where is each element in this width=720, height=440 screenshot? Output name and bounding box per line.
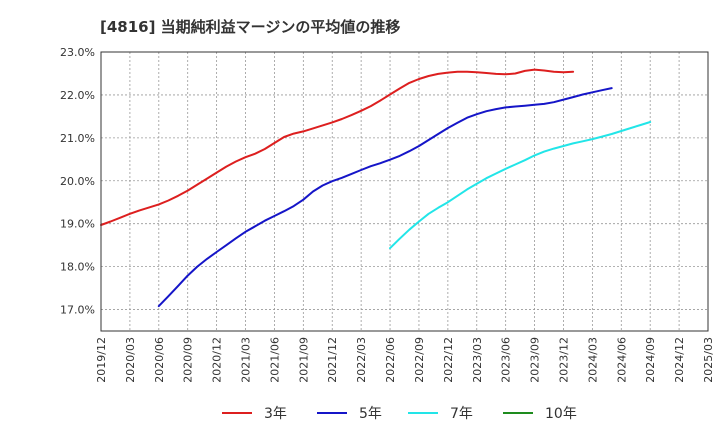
y-axis: 17.0% 18.0% 19.0% 20.0% 21.0% 22.0% 23.0% xyxy=(60,46,95,317)
x-tick-label: 2019/12 xyxy=(95,337,108,383)
x-tick-label: 2020/06 xyxy=(153,337,166,383)
x-tick-label: 2022/06 xyxy=(384,337,397,383)
x-tick-label: 2021/12 xyxy=(326,337,339,383)
series-line-0 xyxy=(100,68,575,226)
x-tick-label: 2022/03 xyxy=(355,337,368,383)
x-tick-label: 2024/03 xyxy=(586,337,599,383)
x-tick-label: 2021/06 xyxy=(268,337,281,383)
x-tick-label: 2020/12 xyxy=(211,337,224,383)
x-axis: 2019/12 2020/03 2020/06 2020/09 2020/12 2021/… xyxy=(95,337,715,383)
x-tick-label: 2024/09 xyxy=(644,337,657,383)
x-tick-label: 2023/09 xyxy=(529,337,542,383)
y-tick-label: 19.0% xyxy=(60,218,95,231)
y-tick-label: 21.0% xyxy=(60,132,95,145)
legend-label-0: 3年 xyxy=(264,406,287,422)
x-tick-label: 2021/03 xyxy=(240,337,253,383)
series-layer xyxy=(100,68,652,308)
plot-background xyxy=(101,52,708,331)
x-tick-label: 2024/12 xyxy=(673,337,686,383)
y-tick-label: 20.0% xyxy=(60,175,95,188)
series-line-2 xyxy=(389,121,652,250)
x-tick-label: 2020/03 xyxy=(124,337,137,383)
y-tick-label: 18.0% xyxy=(60,261,95,274)
legend: 3年 5年 7年 10年 xyxy=(222,406,577,422)
plot-border xyxy=(100,51,709,332)
x-tick-label: 2020/09 xyxy=(182,337,195,383)
x-tick-label: 2022/09 xyxy=(413,337,426,383)
y-tick-label: 23.0% xyxy=(60,46,95,59)
legend-label-1: 5年 xyxy=(359,406,382,422)
x-tick-label: 2021/09 xyxy=(297,337,310,383)
x-tick-label: 2024/06 xyxy=(615,337,628,383)
x-tick-label: 2025/03 xyxy=(702,337,715,383)
x-tick-label: 2023/03 xyxy=(471,337,484,383)
x-tick-label: 2022/12 xyxy=(442,337,455,383)
series-line-1 xyxy=(157,87,613,308)
legend-label-2: 7年 xyxy=(450,406,473,422)
x-tick-label: 2023/12 xyxy=(557,337,570,383)
x-tick-label: 2023/06 xyxy=(500,337,513,383)
legend-label-3: 10年 xyxy=(545,406,577,422)
y-tick-label: 17.0% xyxy=(60,304,95,317)
chart-title: [4816] 当期純利益マージンの平均値の推移 xyxy=(100,18,401,36)
y-tick-label: 22.0% xyxy=(60,89,95,102)
